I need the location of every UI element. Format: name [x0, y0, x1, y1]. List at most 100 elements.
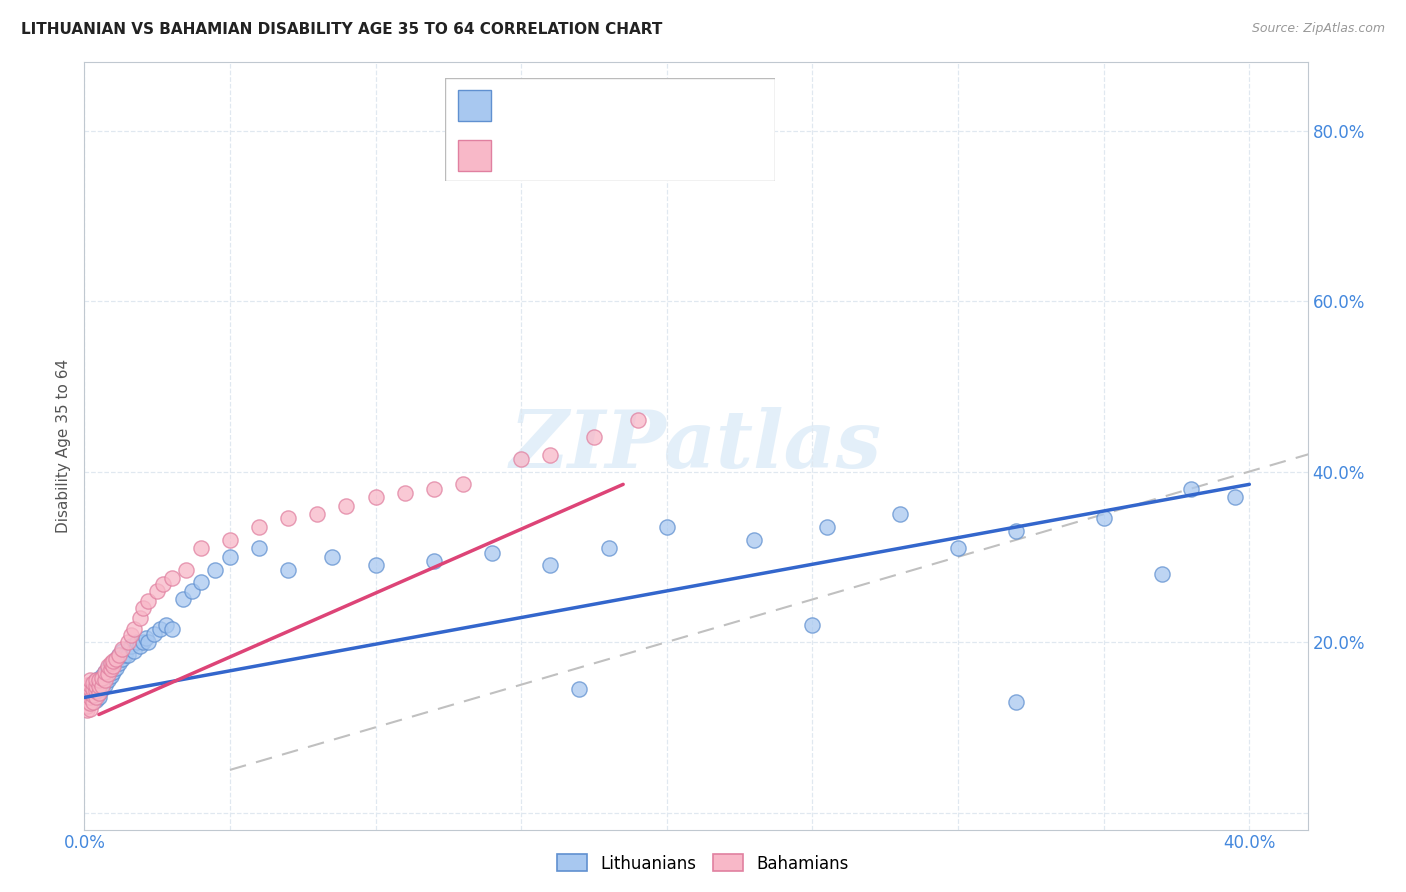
Point	[155, 618, 177, 632]
Point	[97, 659, 120, 673]
Point	[76, 690, 98, 705]
Point	[149, 622, 172, 636]
Point	[79, 678, 101, 692]
Point	[111, 643, 134, 657]
Point	[598, 541, 620, 556]
Point	[90, 679, 112, 693]
Point	[79, 688, 101, 702]
Point	[105, 660, 128, 674]
Point	[125, 635, 148, 649]
Point	[84, 684, 107, 698]
Point	[1150, 566, 1173, 581]
Point	[79, 690, 101, 705]
Point	[108, 648, 131, 662]
Point	[108, 657, 131, 671]
Point	[93, 665, 115, 679]
Point	[97, 673, 120, 688]
Point	[247, 541, 270, 556]
Point	[76, 695, 98, 709]
Point	[122, 622, 145, 636]
Point	[79, 673, 101, 688]
Point	[76, 695, 98, 709]
Point	[219, 549, 242, 564]
Point	[84, 681, 107, 696]
Point	[79, 679, 101, 693]
Point	[87, 686, 110, 700]
Point	[117, 635, 139, 649]
Point	[481, 545, 503, 559]
Point	[79, 684, 101, 698]
Point	[90, 669, 112, 683]
Point	[117, 648, 139, 662]
Point	[84, 678, 107, 692]
Point	[93, 665, 115, 679]
Point	[321, 549, 343, 564]
Point	[111, 641, 134, 656]
Point	[79, 686, 101, 700]
Point	[583, 430, 606, 444]
Point	[103, 665, 125, 679]
Point	[100, 657, 122, 671]
Point	[451, 477, 474, 491]
Point	[87, 679, 110, 693]
Point	[100, 669, 122, 683]
Point	[84, 673, 107, 688]
Point	[76, 681, 98, 696]
Point	[815, 520, 838, 534]
Point	[946, 541, 969, 556]
Point	[79, 690, 101, 705]
Point	[90, 671, 112, 685]
Point	[204, 563, 226, 577]
Point	[90, 681, 112, 696]
Point	[627, 413, 650, 427]
Point	[97, 667, 120, 681]
Point	[82, 688, 104, 702]
Point	[190, 541, 212, 556]
Point	[742, 533, 765, 547]
Point	[82, 686, 104, 700]
Point	[84, 688, 107, 702]
Point	[103, 654, 125, 668]
Point	[90, 673, 112, 688]
Point	[160, 622, 183, 636]
Point	[105, 652, 128, 666]
Point	[76, 681, 98, 696]
Text: ZIPatlas: ZIPatlas	[510, 408, 882, 484]
Point	[76, 690, 98, 705]
Point	[364, 490, 387, 504]
Point	[93, 673, 115, 688]
Text: LITHUANIAN VS BAHAMIAN DISABILITY AGE 35 TO 64 CORRELATION CHART: LITHUANIAN VS BAHAMIAN DISABILITY AGE 35…	[21, 22, 662, 37]
Point	[79, 693, 101, 707]
Point	[160, 571, 183, 585]
Point	[87, 673, 110, 688]
Point	[87, 673, 110, 688]
Point	[423, 554, 446, 568]
Point	[120, 628, 142, 642]
Point	[82, 690, 104, 705]
Point	[100, 660, 122, 674]
Point	[100, 662, 122, 676]
Point	[120, 640, 142, 654]
Point	[1005, 524, 1028, 539]
Point	[247, 520, 270, 534]
Point	[510, 451, 533, 466]
Point	[394, 486, 416, 500]
Point	[87, 678, 110, 692]
Point	[114, 648, 136, 662]
Point	[131, 601, 153, 615]
Point	[103, 657, 125, 671]
Point	[128, 640, 150, 654]
Point	[190, 575, 212, 590]
Point	[655, 520, 678, 534]
Point	[82, 695, 104, 709]
Point	[1005, 695, 1028, 709]
Point	[84, 693, 107, 707]
Point	[174, 563, 197, 577]
Point	[82, 676, 104, 690]
Point	[108, 648, 131, 662]
Point	[801, 618, 824, 632]
Point	[79, 701, 101, 715]
Point	[219, 533, 242, 547]
Point	[143, 626, 166, 640]
Point	[79, 686, 101, 700]
